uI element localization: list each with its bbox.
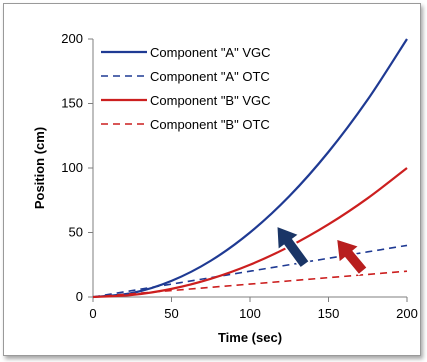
y-tick-label: 150 (61, 96, 83, 111)
legend-label: Component "A" VGC (150, 45, 271, 60)
y-axis-title: Position (cm) (32, 127, 47, 209)
legend-label: Component "A" OTC (150, 69, 270, 84)
chart-frame: 0 50 100 150 200 0 50 100 150 200 Time (sec) Positi… (3, 3, 421, 356)
x-axis-title: Time (sec) (218, 330, 282, 345)
series-line-4 (92, 270, 408, 298)
x-tick-label: 50 (164, 306, 178, 321)
x-tick-label: 150 (318, 306, 340, 321)
series-line-1 (92, 38, 408, 299)
y-tick-label: 0 (76, 289, 83, 304)
annotation-arrow-2 (335, 237, 369, 276)
y-tick-label: 50 (69, 225, 83, 240)
x-tick-label: 0 (89, 306, 96, 321)
annotation-arrow-1 (275, 224, 311, 270)
x-tick-label: 100 (239, 306, 261, 321)
y-tick-label: 200 (61, 31, 83, 46)
legend-label: Component "B" OTC (150, 117, 270, 132)
legend-label: Component "B" VGC (150, 93, 271, 108)
line-chart: 0 50 100 150 200 0 50 100 150 200 Time (sec) Positi… (32, 31, 418, 345)
y-tick-label: 100 (61, 160, 83, 175)
x-tick-label: 200 (396, 306, 418, 321)
